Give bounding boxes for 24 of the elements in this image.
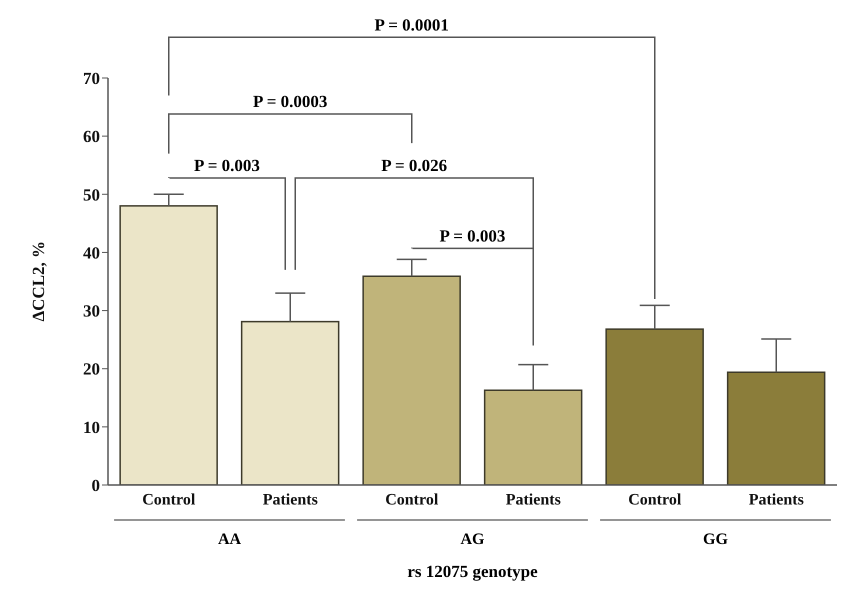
y-tick-label: 20: [83, 360, 100, 379]
annotation: P = 0.003: [440, 226, 506, 246]
y-axis-title: ΔCCL2, %: [29, 240, 48, 322]
text: AG: [460, 531, 486, 548]
x-tick-label: Control: [628, 491, 682, 508]
x-tick-label: Patients: [506, 491, 561, 508]
y-tick-label: 40: [83, 243, 100, 262]
text: AA: [218, 531, 242, 548]
annotation: P = 0.0003: [253, 92, 328, 112]
y-tick-label: 0: [92, 476, 100, 496]
x-tick-label: Patients: [262, 491, 318, 508]
x-axis-title: rs 12075 genotype: [407, 562, 538, 581]
y-tick-label: 60: [83, 127, 100, 146]
annotation: P = 0.003: [194, 156, 260, 176]
x-tick-label: Patients: [748, 491, 804, 508]
x-tick-label: Control: [385, 491, 439, 508]
x-tick-label: Control: [142, 491, 196, 508]
text: P = 0.0001: [374, 15, 449, 34]
y-tick-label: 70: [83, 69, 100, 88]
y-tick-label: 50: [83, 185, 100, 204]
text: GG: [703, 531, 728, 548]
annotation: P = 0.026: [381, 156, 448, 176]
y-tick-label: 30: [83, 302, 100, 321]
y-tick-label: 10: [83, 418, 100, 437]
